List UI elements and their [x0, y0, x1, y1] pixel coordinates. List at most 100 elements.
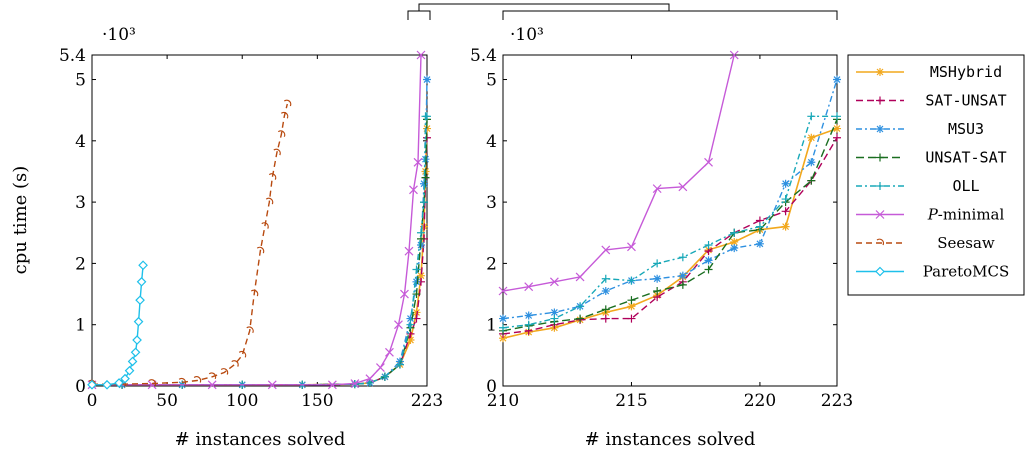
left-point-p-minimal [350, 379, 360, 388]
left-point-p-minimal [404, 246, 414, 256]
legend-item-unsat-sat: UNSAT-SAT [856, 149, 1007, 167]
legend-item-paretomcs: ParetoMCS [856, 263, 1009, 281]
left-point-paretomcs [130, 347, 141, 358]
y-axis-label: cpu time (s) [10, 166, 31, 275]
right-point-unsat-sat [807, 176, 816, 185]
right-point-oll [601, 274, 610, 283]
left-point-mshybrid [406, 336, 415, 345]
left-point-p-minimal [327, 380, 337, 390]
right-point-oll [781, 195, 790, 204]
left-point-seesaw [220, 368, 229, 375]
left-point-paretomcs [114, 378, 124, 388]
right-point-msu3 [678, 271, 687, 280]
right-point-mshybrid [833, 124, 841, 133]
left-point-oll [380, 372, 389, 381]
left-x-axis-label: # instances solved [175, 429, 346, 450]
left-point-p-minimal [267, 380, 277, 390]
left-x-tick-label: 100 [226, 391, 258, 411]
right-point-mshybrid [627, 302, 636, 311]
left-plot-frame [91, 54, 428, 387]
legend-marker [875, 210, 885, 219]
right-point-oll [499, 323, 507, 332]
legend-item-sat-unsat: SAT-UNSAT [856, 92, 1007, 110]
left-point-msu3 [412, 277, 421, 286]
legend-marker [876, 96, 884, 105]
right-x-tick-label: 223 [821, 391, 853, 411]
left-point-oll [365, 378, 374, 387]
left-point-seesaw [280, 111, 289, 119]
left-x-tick-label: 50 [156, 391, 178, 411]
right-point-mshybrid [730, 237, 739, 246]
left-point-seesaw [261, 222, 269, 229]
left-point-paretomcs [124, 365, 135, 376]
right-series-oll [499, 112, 841, 332]
left-point-oll [423, 112, 431, 121]
left-point-msu3 [419, 179, 428, 188]
right-y-tick-label: 5 [486, 71, 497, 91]
legend-marker [876, 153, 884, 162]
left-point-paretomcs [87, 379, 97, 390]
right-point-mshybrid [807, 133, 816, 142]
right-series-sat-unsat [499, 133, 841, 338]
left-line-seesaw [92, 103, 288, 385]
left-point-seesaw [265, 197, 274, 205]
left-line-mshybrid [92, 128, 428, 386]
zoom-bracket [407, 3, 838, 20]
right-point-p-minimal [575, 272, 585, 282]
left-point-paretomcs [132, 335, 142, 345]
right-point-unsat-sat [678, 280, 687, 289]
right-point-oll [755, 222, 764, 231]
right-line-sat-unsat [502, 137, 838, 335]
right-point-msu3 [524, 311, 533, 320]
left-y-tick-label: 0 [75, 377, 86, 397]
left-point-mshybrid [412, 308, 421, 317]
right-point-p-minimal [729, 50, 739, 60]
legend-marker [876, 68, 884, 76]
right-point-mshybrid [781, 222, 790, 231]
right-point-unsat-sat [627, 296, 636, 305]
legend-label: SAT-UNSAT [925, 92, 1006, 110]
left-point-paretomcs [120, 373, 130, 384]
right-y-tick-label: 2 [486, 254, 497, 274]
legend-item-mshybrid: MSHybrid [856, 63, 1002, 81]
right-point-oll [833, 112, 841, 121]
right-series-unsat-sat [499, 115, 841, 335]
right-point-msu3 [833, 75, 841, 84]
left-point-oll [419, 198, 428, 207]
right-line-mshybrid [502, 127, 838, 339]
left-series-paretomcs [87, 260, 148, 390]
right-point-oll [576, 302, 585, 311]
legend-label: Seesaw [937, 234, 995, 252]
right-plot-frame [502, 54, 838, 387]
right-point-unsat-sat [653, 286, 662, 295]
legend-item-seesaw: Seesaw [856, 234, 995, 252]
left-x-tick-label: 0 [87, 391, 98, 411]
left-y-tick-label: 2 [75, 254, 86, 274]
right-point-p-minimal [678, 182, 688, 192]
right-y-tick-label: 1 [486, 316, 497, 336]
right-point-msu3 [730, 244, 739, 253]
right-point-msu3 [704, 256, 713, 265]
right-point-p-minimal [627, 242, 636, 252]
left-series-p-minimal [87, 50, 426, 390]
legend-label: MSU3 [948, 120, 984, 138]
left-line-p-minimal [92, 54, 422, 386]
left-y-tick-label: 5 [75, 71, 86, 91]
right-point-sat-unsat [627, 314, 636, 323]
right-point-oll [807, 112, 816, 121]
right-point-p-minimal [601, 245, 611, 255]
left-point-seesaw [283, 99, 292, 107]
right-point-sat-unsat [833, 133, 841, 142]
legend-label: UNSAT-SAT [925, 149, 1006, 167]
legend: MSHybrid SAT-UNSAT MSU3 UNSAT-SAT OLL P-minim… [847, 54, 1025, 296]
left-point-msu3 [423, 75, 431, 84]
left-x-tick-label: 223 [411, 391, 443, 411]
legend-item-oll: OLL [856, 177, 980, 195]
right-plot: 210 215 220 223 0 1 2 3 4 5 5.4 ·10³ # instances s… [470, 25, 853, 450]
right-point-p-minimal [524, 282, 534, 292]
left-point-seesaw [148, 379, 157, 386]
right-line-unsat-sat [502, 119, 838, 332]
left-point-p-minimal [376, 363, 385, 373]
left-point-paretomcs [138, 260, 148, 271]
right-line-msu3 [502, 79, 838, 320]
